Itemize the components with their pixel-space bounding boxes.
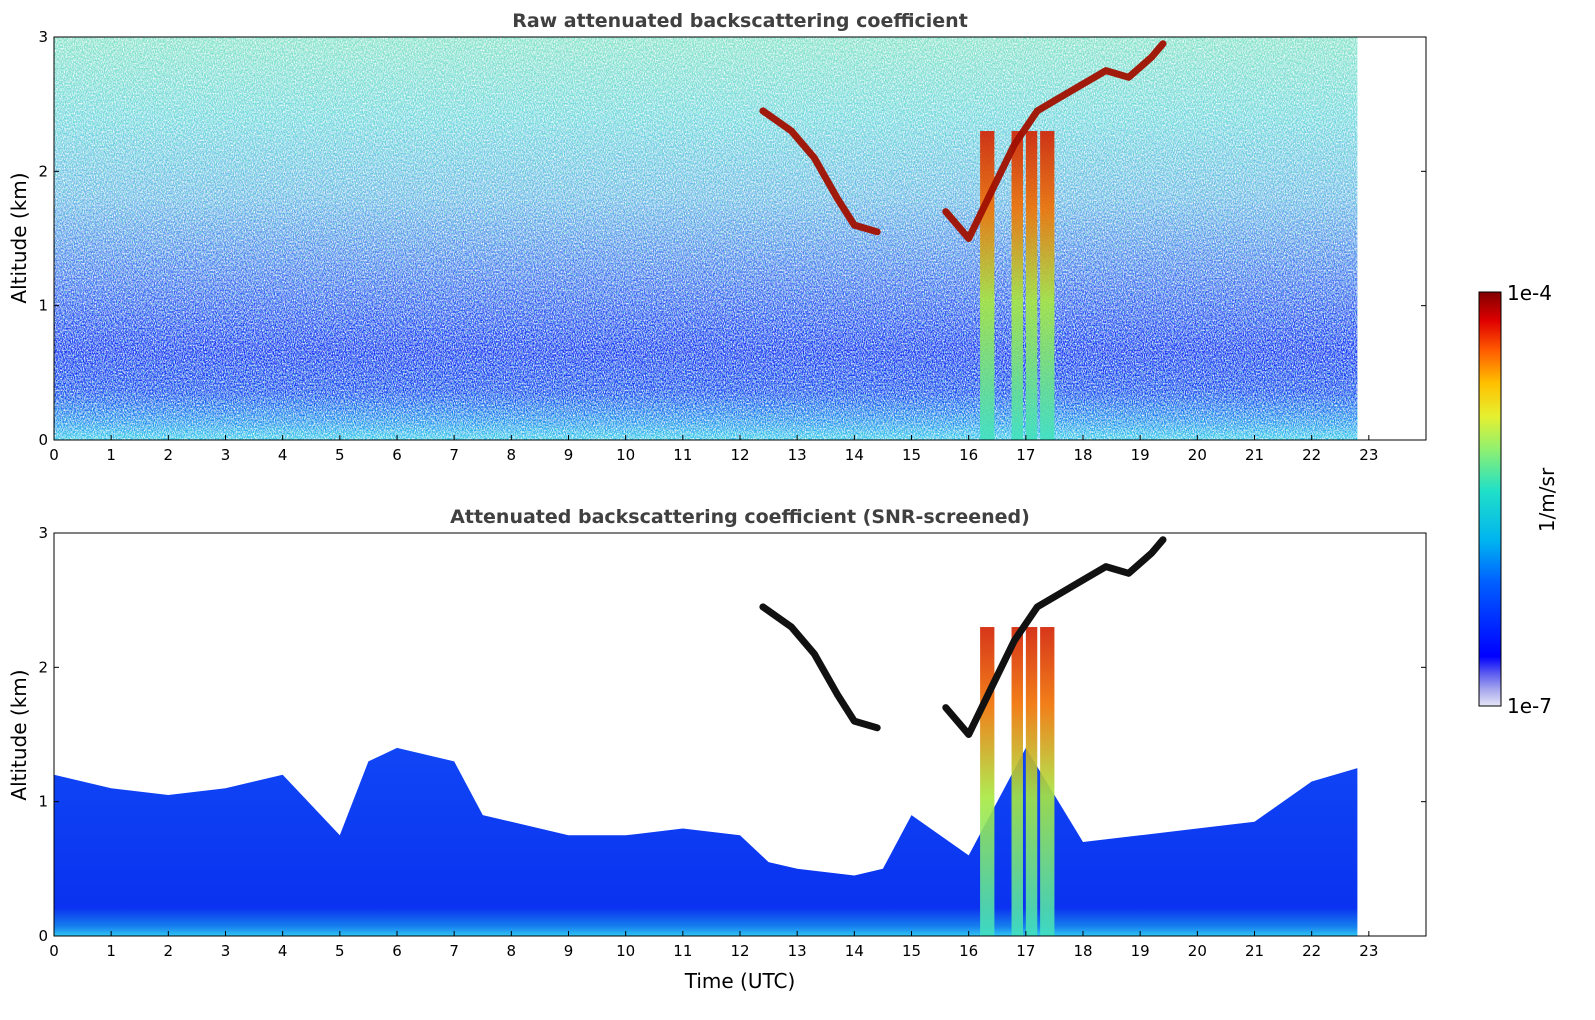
x-tick-label: 1 — [106, 446, 116, 464]
panel1-cloud-layers — [759, 40, 1167, 242]
x-tick-label: 11 — [673, 942, 692, 960]
x-tick-label: 12 — [730, 942, 749, 960]
x-tick-label: 22 — [1302, 446, 1321, 464]
rain-shaft — [1011, 627, 1023, 936]
y-tick-label: 2 — [38, 658, 48, 676]
x-tick-label: 23 — [1359, 446, 1378, 464]
panel2-rain-shafts — [980, 627, 1055, 936]
x-tick-label: 11 — [673, 446, 692, 464]
x-tick-label: 10 — [616, 446, 635, 464]
x-tick-label: 15 — [902, 942, 921, 960]
y-tick-label: 0 — [38, 927, 48, 945]
x-tick-label: 23 — [1359, 942, 1378, 960]
panel2-signal-field — [54, 747, 1358, 936]
x-tick-label: 4 — [278, 942, 288, 960]
panel1-title: Raw attenuated backscattering coefficien… — [512, 10, 968, 32]
x-tick-label: 17 — [1016, 446, 1035, 464]
panel2-y-ticks: 0 1 2 3 — [38, 524, 1426, 945]
panel2-x-ticks: 0 1 2 3 4 5 6 7 8 9 10 11 12 13 14 15 16 17 18 19 20 21 22 23 — [49, 931, 1378, 960]
rain-shaft — [980, 627, 995, 936]
x-tick-label: 3 — [221, 446, 231, 464]
rain-shaft — [1040, 131, 1055, 440]
colorbar-min-label: 1e-7 — [1507, 694, 1552, 718]
rain-shaft — [1040, 627, 1055, 936]
cloud-layer — [942, 536, 1167, 738]
x-tick-label: 13 — [788, 942, 807, 960]
panel2-xlabel: Time (UTC) — [684, 969, 796, 993]
x-tick-label: 21 — [1245, 942, 1264, 960]
x-tick-label: 18 — [1073, 942, 1092, 960]
panel2-heatmap — [54, 536, 1358, 936]
colorbar-max-label: 1e-4 — [1507, 281, 1552, 305]
x-tick-label: 8 — [507, 446, 517, 464]
rain-shaft — [980, 131, 995, 440]
y-tick-label: 1 — [38, 297, 48, 315]
y-tick-label: 1 — [38, 793, 48, 811]
x-tick-label: 9 — [564, 446, 574, 464]
panel1-noise-texture — [54, 37, 1358, 440]
colorbar: 1e-4 1e-7 1/m/sr — [1478, 281, 1559, 718]
panel2-ylabel: Altitude (km) — [7, 669, 31, 800]
x-tick-label: 22 — [1302, 942, 1321, 960]
x-tick-label: 9 — [564, 942, 574, 960]
x-tick-label: 8 — [507, 942, 517, 960]
x-tick-label: 5 — [335, 942, 345, 960]
panel1-ylabel: Altitude (km) — [7, 172, 31, 303]
x-tick-label: 0 — [49, 942, 59, 960]
cloud-layer — [759, 107, 881, 236]
rain-shaft — [1025, 627, 1038, 936]
x-tick-label: 6 — [392, 446, 402, 464]
raw-backscatter-panel: Raw attenuated backscattering coefficien… — [7, 10, 1427, 464]
colorbar-unit-label: 1/m/sr — [1535, 467, 1559, 532]
x-tick-label: 16 — [959, 446, 978, 464]
x-tick-label: 2 — [164, 942, 174, 960]
x-tick-label: 13 — [788, 446, 807, 464]
rain-shaft — [1011, 131, 1023, 440]
x-tick-label: 5 — [335, 446, 345, 464]
x-tick-label: 16 — [959, 942, 978, 960]
x-tick-label: 15 — [902, 446, 921, 464]
x-tick-label: 7 — [449, 942, 459, 960]
y-tick-label: 3 — [38, 524, 48, 542]
x-tick-label: 18 — [1073, 446, 1092, 464]
panel2-cloud-layers — [759, 536, 1167, 738]
x-tick-label: 17 — [1016, 942, 1035, 960]
x-tick-label: 4 — [278, 446, 288, 464]
panel1-y-ticks: 0 1 2 3 — [38, 28, 1426, 449]
colorbar-gradient — [1478, 291, 1502, 707]
x-tick-label: 21 — [1245, 446, 1264, 464]
x-tick-label: 3 — [221, 942, 231, 960]
x-tick-label: 14 — [845, 942, 864, 960]
cloud-layer — [759, 603, 881, 732]
x-tick-label: 6 — [392, 942, 402, 960]
panel2-title: Attenuated backscattering coefficient (S… — [450, 506, 1030, 528]
cloud-layer — [942, 40, 1167, 242]
x-tick-label: 10 — [616, 942, 635, 960]
x-tick-label: 0 — [49, 446, 59, 464]
panel1-heatmap — [54, 37, 1358, 440]
x-tick-label: 20 — [1188, 942, 1207, 960]
rain-shaft — [1025, 131, 1038, 440]
y-tick-label: 0 — [38, 431, 48, 449]
y-tick-label: 3 — [38, 28, 48, 46]
x-tick-label: 1 — [106, 942, 116, 960]
x-tick-label: 20 — [1188, 446, 1207, 464]
x-tick-label: 14 — [845, 446, 864, 464]
panel1-x-ticks: 0 1 2 3 4 5 6 7 8 9 10 11 12 13 14 15 16 17 18 19 20 21 22 23 — [49, 435, 1378, 464]
x-tick-label: 19 — [1131, 446, 1150, 464]
panel1-rain-shafts — [980, 131, 1055, 440]
x-tick-label: 12 — [730, 446, 749, 464]
x-tick-label: 19 — [1131, 942, 1150, 960]
x-tick-label: 7 — [449, 446, 459, 464]
screened-backscatter-panel: Attenuated backscattering coefficient (S… — [7, 506, 1427, 993]
y-tick-label: 2 — [38, 162, 48, 180]
x-tick-label: 2 — [164, 446, 174, 464]
